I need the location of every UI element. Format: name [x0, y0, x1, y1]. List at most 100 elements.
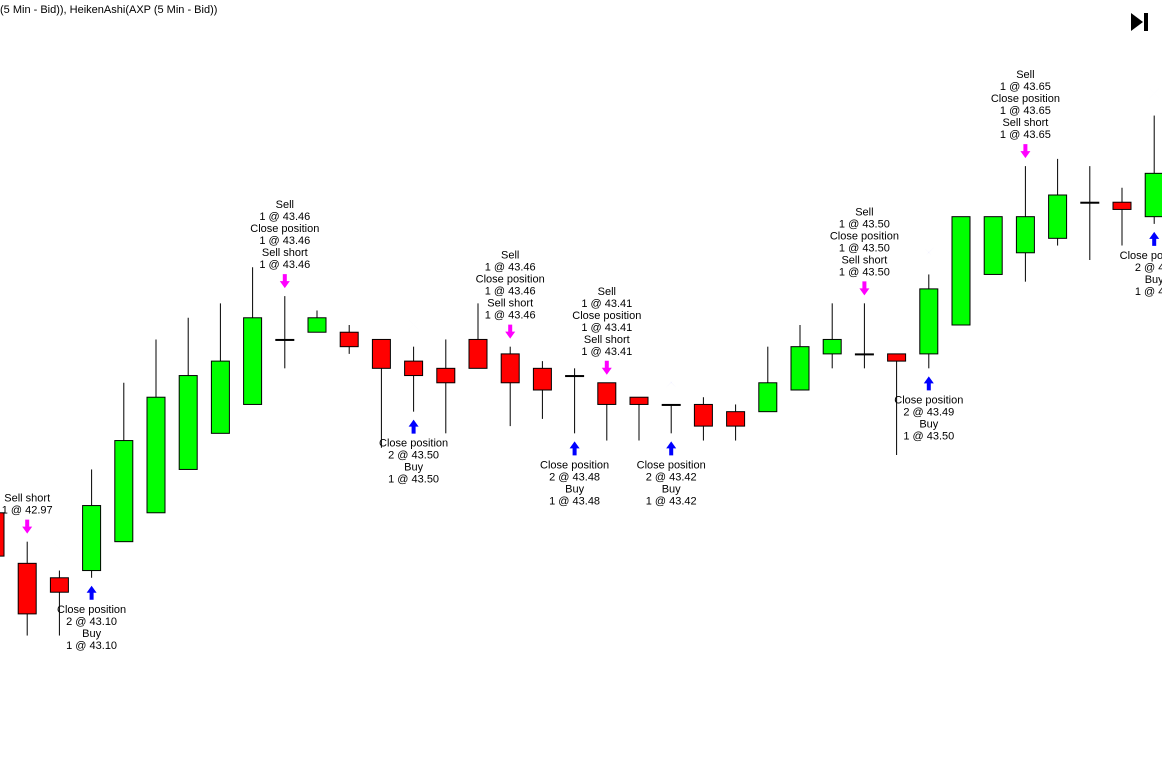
trade-annotation-text: 1 @ 43.65	[1000, 105, 1051, 117]
trade-annotation-text: Sell short	[262, 247, 308, 259]
trade-annotation-text: Buy	[565, 483, 584, 495]
candle	[951, 216, 971, 326]
candle	[371, 338, 391, 448]
trade-annotation-text: Buy	[1145, 274, 1162, 286]
candle-body-up	[114, 440, 134, 543]
trade-annotation-text: 1 @ 43.46	[259, 235, 310, 247]
candle	[887, 353, 907, 455]
sell-execution-marker	[1020, 183, 1031, 194]
candle-body-up	[307, 317, 327, 333]
candle	[49, 570, 69, 636]
sell-execution-marker	[601, 399, 612, 410]
candle-body-down	[532, 367, 552, 391]
sell-arrow-icon	[859, 281, 870, 296]
candle	[307, 310, 327, 333]
candle-body-down	[887, 353, 907, 362]
candle-body-up	[854, 353, 874, 356]
candle-body-up	[790, 346, 810, 391]
trade-annotation-text: 1 @ 43.46	[485, 286, 536, 298]
trade-annotation-text: Sell short	[487, 298, 533, 310]
sell-arrow-icon	[505, 324, 516, 339]
trade-annotation-text: 1 @ 43.50	[903, 430, 954, 442]
candle-body-up	[1144, 172, 1162, 218]
trade-annotation-text: Sell short	[4, 493, 50, 505]
candle	[822, 303, 842, 369]
candle	[532, 361, 552, 419]
buy-execution-marker	[408, 319, 419, 330]
trade-annotation-text: 1 @ 43.46	[485, 262, 536, 274]
trade-annotation-text: 2 @ 43.	[1135, 262, 1162, 274]
candle	[468, 303, 488, 369]
candle	[790, 325, 810, 391]
candle-body-up	[210, 360, 230, 434]
sell-arrow-icon	[1020, 144, 1031, 159]
candle-body-down	[0, 512, 5, 557]
trade-annotation-text: 1 @ 43.50	[388, 474, 439, 486]
candle-body-down	[597, 382, 617, 405]
candle	[693, 397, 713, 441]
candle-body-up	[951, 216, 971, 326]
trade-annotation-text: Close position	[830, 230, 899, 242]
trade-annotation-text: Sell short	[1002, 117, 1048, 129]
trade-annotation-text: 2 @ 43.50	[388, 450, 439, 462]
candle	[146, 339, 166, 514]
buy-arrow-icon	[86, 585, 97, 600]
candle	[565, 368, 585, 434]
candle	[661, 403, 681, 434]
sell-execution-marker	[505, 363, 516, 374]
candle	[983, 216, 1003, 275]
candle	[919, 274, 939, 369]
skip-to-end-button[interactable]	[1126, 8, 1154, 36]
trade-annotation-text: Close position	[250, 223, 319, 235]
trade-annotation-text: Sell	[855, 206, 873, 218]
sell-arrow-icon	[601, 360, 612, 375]
trade-annotation-text: Close position	[540, 459, 609, 471]
buy-arrow-icon	[923, 376, 934, 391]
candle	[436, 339, 456, 434]
candle	[82, 469, 102, 578]
trade-annotation-text: Buy	[404, 462, 423, 474]
candle	[1144, 115, 1162, 224]
trade-annotation-text: 1 @ 43.46	[259, 259, 310, 271]
candle	[597, 382, 617, 441]
candle-body-up	[661, 403, 681, 406]
trade-annotation-text: 1 @ 43.	[1135, 286, 1162, 298]
candle-body-up	[1015, 216, 1035, 254]
trade-annotation-text: 1 @ 43.48	[549, 495, 600, 507]
trade-annotation-text: Close position	[637, 459, 706, 471]
trade-annotation-text: Close position	[894, 394, 963, 406]
candle	[243, 267, 263, 405]
candle	[500, 346, 520, 427]
buy-arrow-icon	[666, 441, 677, 456]
candle	[758, 346, 778, 413]
trade-annotation-text: Sell short	[584, 334, 630, 346]
candle-body-up	[1080, 201, 1100, 204]
trade-annotation-text: 2 @ 43.49	[903, 406, 954, 418]
candle	[114, 382, 134, 543]
trade-annotation-text: Buy	[919, 418, 938, 430]
trade-annotation-text: 1 @ 43.50	[839, 242, 890, 254]
candle	[854, 303, 874, 369]
candle-body-up	[983, 216, 1003, 275]
trade-annotation-text: 1 @ 43.41	[581, 322, 632, 334]
candle	[629, 396, 649, 441]
candle	[726, 404, 746, 441]
trade-annotation-text: Sell	[501, 250, 519, 262]
candle	[210, 303, 230, 434]
trade-annotation-text: Sell	[276, 199, 294, 211]
sell-execution-marker	[22, 558, 33, 569]
sell-arrow-icon	[279, 274, 290, 289]
candle-body-down	[436, 367, 456, 384]
candle-body-down	[1112, 201, 1132, 210]
candle-body-up	[565, 375, 585, 378]
trade-annotation-text: Close position	[991, 93, 1060, 105]
candle-body-up	[243, 317, 263, 405]
trade-annotation-text: 1 @ 43.41	[581, 346, 632, 358]
candle	[17, 541, 37, 636]
trade-annotation-text: Close position	[572, 310, 641, 322]
trade-annotation-text: 1 @ 43.65	[1000, 129, 1051, 141]
buy-arrow-icon	[569, 441, 580, 456]
sell-execution-marker	[859, 320, 870, 331]
